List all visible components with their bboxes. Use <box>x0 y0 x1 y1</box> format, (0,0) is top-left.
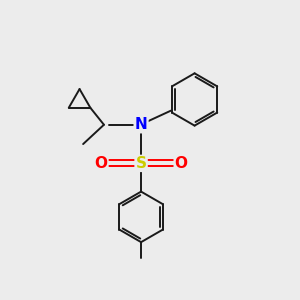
Text: S: S <box>136 156 147 171</box>
Text: O: O <box>175 156 188 171</box>
Text: O: O <box>94 156 107 171</box>
Text: N: N <box>135 117 148 132</box>
